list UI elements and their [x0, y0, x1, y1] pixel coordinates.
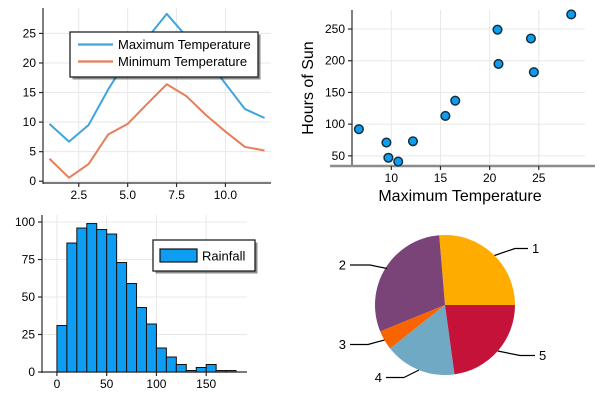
scatter-point: [492, 24, 503, 35]
histogram-bar: [66, 242, 78, 373]
y-tick-label: 20: [23, 56, 37, 70]
histogram-bar: [185, 370, 197, 373]
pie-leader-line: [350, 339, 385, 346]
scatter-point: [493, 58, 504, 69]
legend-label: Rainfall: [202, 249, 245, 264]
scatter-point: [393, 156, 404, 167]
y-tick-label: 25: [23, 26, 37, 40]
line-series-minimum-temperature: [48, 83, 265, 179]
x-tick-label: 10: [385, 171, 399, 185]
y-tick-label: 0: [29, 174, 36, 188]
histogram-bar: [76, 227, 88, 373]
histogram-bar: [205, 364, 217, 373]
pie-slice-label: 2: [339, 258, 346, 273]
scatter-point: [450, 95, 461, 106]
x-tick-label: 150: [196, 377, 216, 391]
x-tick-label: 15: [434, 171, 448, 185]
pie-slice-4: [390, 305, 455, 375]
pie-slice-label: 5: [539, 348, 546, 363]
y-tick-label: 50: [332, 149, 346, 163]
x-tick-label: 7.5: [168, 188, 185, 202]
scatter-point: [440, 110, 451, 121]
histogram-legend: Rainfall: [152, 239, 258, 274]
y-tick-label: 50: [22, 290, 36, 304]
x-tick-label: 0: [54, 377, 61, 391]
pie-leader-line: [386, 369, 420, 379]
histogram-bar: [195, 367, 207, 373]
scatter-plot-axes: 10 15 20 25 50 100 150 200 250 Maximum Temperatur…: [300, 10, 595, 205]
histogram-bar: [106, 233, 118, 373]
x-tick-label: 10.0: [214, 188, 238, 202]
x-tick-label: 2.5: [70, 188, 87, 202]
scatter-series: [353, 9, 577, 167]
histogram-bar: [116, 262, 128, 373]
histogram-bar: [155, 347, 167, 373]
histogram-bar: [175, 364, 187, 373]
y-tick-label: 75: [22, 253, 36, 267]
histogram-bar: [165, 356, 177, 373]
line-series-maximum-temperature: [48, 12, 265, 143]
histogram-bar: [145, 323, 157, 373]
x-axis-label: Maximum Temperature: [378, 188, 541, 205]
pie-leader-line: [350, 264, 388, 270]
scatter-point: [407, 136, 419, 147]
y-tick-label: 10: [23, 115, 37, 129]
pie-slice-5: [445, 305, 515, 375]
pie-slice-3: [380, 305, 445, 349]
x-tick-label: 100: [146, 377, 166, 391]
y-tick-label: 200: [325, 54, 345, 68]
pie-slice-2: [375, 235, 445, 332]
histogram-bar: [215, 370, 227, 373]
histogram-bar: [96, 229, 108, 373]
line-chart-legend: Maximum Temperature Minimum Temperature: [69, 31, 261, 80]
scatter-point: [381, 137, 392, 148]
y-axis-label: Hours of Sun: [300, 41, 317, 134]
y-tick-label: 100: [325, 117, 345, 131]
y-tick-label: 100: [15, 215, 35, 229]
histogram-bar: [56, 325, 68, 373]
legend-label: Minimum Temperature: [118, 54, 247, 69]
x-tick-label: 25: [532, 171, 546, 185]
pie-leader-line: [494, 247, 528, 257]
histogram-bar: [126, 283, 138, 373]
scatter-point: [383, 152, 394, 163]
y-tick-label: 0: [28, 365, 35, 379]
y-tick-label: 5: [29, 145, 36, 159]
legend-label: Maximum Temperature: [118, 37, 251, 52]
legend-bar-sample: [159, 248, 198, 263]
line-chart-axes: 2.5 5.0 7.5 10.0 0 5 10 15 20 25: [23, 8, 271, 202]
scatter-point: [353, 124, 364, 135]
x-tick-label: 5.0: [119, 188, 136, 202]
y-tick-label: 25: [22, 328, 36, 342]
y-tick-label: 15: [23, 86, 37, 100]
pie-slice-label: 4: [375, 370, 382, 385]
scatter-point: [525, 33, 536, 44]
pie-slice-label: 1: [532, 241, 539, 256]
pie-slice-1: [439, 235, 515, 305]
legend-box: [69, 31, 259, 78]
pie-chart: 1 2 3 4 5: [339, 235, 546, 385]
histogram-bar: [136, 307, 147, 373]
pie-leader-line: [497, 350, 535, 357]
y-tick-label: 150: [325, 85, 345, 99]
scatter-point: [566, 9, 577, 20]
x-tick-label: 20: [483, 171, 497, 185]
histogram-bar: [86, 223, 98, 373]
scatter-point: [528, 67, 539, 78]
y-tick-label: 250: [325, 22, 345, 36]
pie-slice-label: 3: [339, 337, 346, 352]
x-tick-label: 50: [100, 377, 114, 391]
histogram-bars: [56, 223, 237, 373]
histogram-bar: [225, 370, 237, 373]
